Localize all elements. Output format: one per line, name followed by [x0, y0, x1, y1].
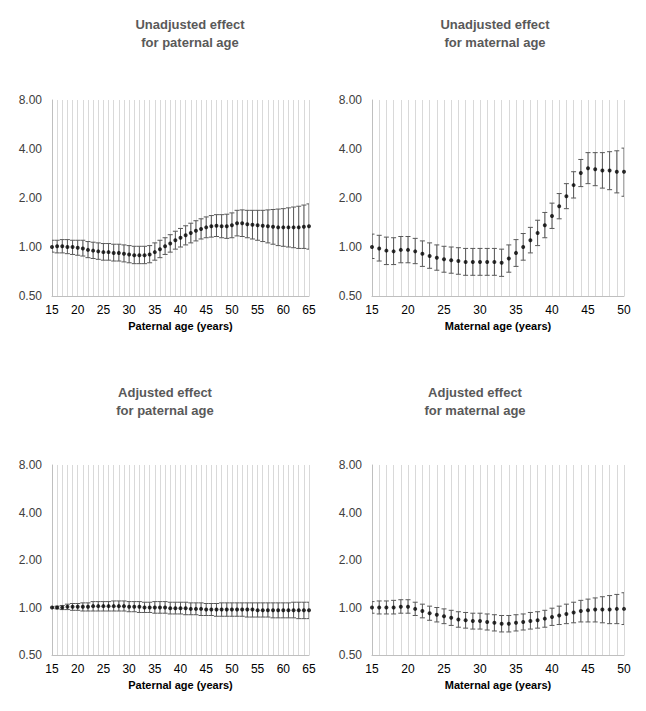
svg-text:8.00: 8.00 [339, 458, 363, 472]
svg-text:15: 15 [45, 662, 59, 676]
svg-text:20: 20 [71, 303, 85, 317]
svg-text:2.00: 2.00 [339, 191, 363, 205]
svg-text:1.00: 1.00 [19, 601, 43, 615]
svg-text:55: 55 [251, 303, 265, 317]
svg-text:25: 25 [97, 662, 111, 676]
svg-text:40: 40 [545, 303, 559, 317]
svg-text:50: 50 [617, 303, 631, 317]
svg-text:2.00: 2.00 [19, 553, 43, 567]
svg-text:50: 50 [617, 662, 631, 676]
svg-text:15: 15 [365, 662, 379, 676]
svg-text:Paternal age (years): Paternal age (years) [128, 679, 233, 691]
svg-text:15: 15 [365, 303, 379, 317]
svg-text:20: 20 [401, 303, 415, 317]
svg-text:for paternal age: for paternal age [141, 35, 239, 50]
svg-text:Unadjusted effect: Unadjusted effect [440, 17, 550, 32]
svg-text:25: 25 [437, 303, 451, 317]
svg-text:20: 20 [71, 662, 85, 676]
svg-text:35: 35 [148, 303, 162, 317]
svg-text:2.00: 2.00 [19, 191, 43, 205]
svg-text:30: 30 [122, 662, 136, 676]
svg-text:50: 50 [225, 303, 239, 317]
svg-text:4.00: 4.00 [19, 142, 43, 156]
svg-text:for maternal age: for maternal age [424, 403, 525, 418]
svg-text:Adjusted effect: Adjusted effect [428, 385, 523, 400]
svg-text:0.50: 0.50 [339, 289, 363, 303]
svg-text:35: 35 [509, 303, 523, 317]
svg-text:0.50: 0.50 [19, 648, 43, 662]
svg-text:45: 45 [200, 303, 214, 317]
svg-text:30: 30 [473, 662, 487, 676]
svg-text:8.00: 8.00 [19, 93, 43, 107]
svg-text:4.00: 4.00 [339, 506, 363, 520]
svg-text:8.00: 8.00 [339, 93, 363, 107]
svg-text:1.00: 1.00 [339, 601, 363, 615]
svg-text:65: 65 [302, 303, 316, 317]
svg-text:50: 50 [225, 662, 239, 676]
svg-text:45: 45 [200, 662, 214, 676]
svg-text:Maternal age (years): Maternal age (years) [445, 320, 552, 332]
svg-text:Unadjusted effect: Unadjusted effect [135, 17, 245, 32]
svg-text:55: 55 [251, 662, 265, 676]
svg-text:35: 35 [148, 662, 162, 676]
svg-text:15: 15 [45, 303, 59, 317]
svg-text:45: 45 [581, 303, 595, 317]
svg-text:Adjusted effect: Adjusted effect [118, 385, 213, 400]
svg-text:60: 60 [277, 662, 291, 676]
svg-text:0.50: 0.50 [339, 648, 363, 662]
svg-text:8.00: 8.00 [19, 458, 43, 472]
svg-text:30: 30 [122, 303, 136, 317]
svg-text:Maternal age (years): Maternal age (years) [445, 679, 552, 691]
svg-text:20: 20 [401, 662, 415, 676]
svg-text:40: 40 [545, 662, 559, 676]
svg-text:40: 40 [174, 303, 188, 317]
svg-text:for paternal age: for paternal age [116, 403, 214, 418]
svg-text:25: 25 [97, 303, 111, 317]
svg-text:30: 30 [473, 303, 487, 317]
svg-text:35: 35 [509, 662, 523, 676]
svg-text:45: 45 [581, 662, 595, 676]
svg-text:25: 25 [437, 662, 451, 676]
svg-text:40: 40 [174, 662, 188, 676]
svg-text:65: 65 [302, 662, 316, 676]
svg-text:1.00: 1.00 [339, 240, 363, 254]
svg-text:2.00: 2.00 [339, 553, 363, 567]
svg-text:4.00: 4.00 [339, 142, 363, 156]
svg-text:60: 60 [277, 303, 291, 317]
svg-text:Paternal age (years): Paternal age (years) [128, 320, 233, 332]
svg-text:1.00: 1.00 [19, 240, 43, 254]
svg-text:4.00: 4.00 [19, 506, 43, 520]
svg-text:0.50: 0.50 [19, 289, 43, 303]
svg-text:for maternal age: for maternal age [444, 35, 545, 50]
